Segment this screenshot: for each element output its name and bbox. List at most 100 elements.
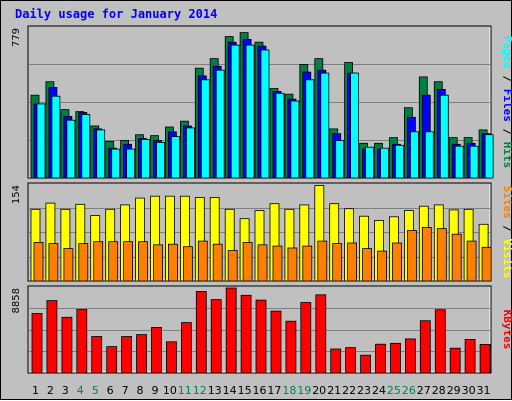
bar-kbytes-day-23 — [360, 354, 372, 374]
bar-sites-day-15 — [242, 241, 253, 282]
bar-sites-day-1 — [33, 241, 44, 282]
bar-pages-day-8 — [141, 139, 150, 179]
bar-pages-day-31 — [484, 134, 494, 179]
bar-kbytes-day-11 — [180, 322, 192, 374]
bar-pages-day-17 — [275, 92, 285, 179]
x-tick-label-day-21: 21 — [327, 384, 341, 397]
bar-sites-day-3 — [63, 248, 74, 282]
legend-entry: Visits — [501, 239, 512, 279]
bar-kbytes-day-17 — [270, 310, 282, 374]
bar-kbytes-day-31 — [479, 343, 491, 374]
bar-sites-day-29 — [451, 233, 462, 282]
bar-kbytes-day-5 — [91, 336, 103, 374]
x-tick-label-day-1: 1 — [32, 384, 39, 397]
bar-sites-day-31 — [481, 246, 492, 282]
bar-kbytes-day-6 — [106, 346, 118, 374]
bar-sites-day-2 — [48, 243, 59, 282]
bar-pages-day-27 — [424, 131, 434, 179]
bar-pages-day-26 — [409, 131, 419, 179]
legend-entry: KBytes — [501, 310, 512, 350]
bar-pages-day-7 — [126, 148, 135, 179]
bar-kbytes-day-15 — [240, 294, 252, 374]
legend-entry: Pages — [501, 36, 512, 69]
x-tick-label-day-22: 22 — [342, 384, 356, 397]
bar-kbytes-day-13 — [210, 299, 222, 374]
bar-kbytes-day-8 — [136, 334, 147, 374]
x-tick-label-day-23: 23 — [357, 384, 371, 397]
bar-pages-day-2 — [51, 95, 61, 179]
bar-sites-day-27 — [421, 226, 432, 282]
x-tick-label-day-28: 28 — [432, 384, 446, 397]
right-axis-label: KBytes — [501, 310, 512, 350]
x-tick-label-day-7: 7 — [122, 384, 129, 397]
bar-pages-day-9 — [156, 141, 165, 179]
bar-kbytes-day-28 — [434, 309, 446, 374]
bar-kbytes-day-1 — [31, 313, 43, 374]
bar-pages-day-29 — [454, 145, 464, 179]
bar-pages-day-11 — [185, 127, 195, 179]
bar-sites-day-13 — [212, 243, 223, 282]
bar-sites-day-20 — [317, 240, 328, 282]
bar-kbytes-day-27 — [419, 320, 431, 374]
bar-kbytes-day-26 — [404, 338, 416, 374]
bar-kbytes-day-7 — [121, 336, 132, 374]
bar-sites-day-14 — [227, 250, 238, 282]
x-tick-label-day-5: 5 — [92, 384, 99, 397]
bar-pages-day-18 — [290, 100, 300, 179]
bar-kbytes-day-12 — [195, 290, 207, 374]
x-tick-label-day-13: 13 — [208, 384, 222, 397]
bar-kbytes-day-20 — [315, 294, 327, 374]
y-max-label: 8858 — [11, 288, 22, 313]
bar-pages-day-21 — [335, 140, 345, 179]
bar-pages-day-12 — [200, 79, 210, 179]
x-tick-label-day-16: 16 — [253, 384, 267, 397]
bar-sites-day-7 — [123, 241, 133, 282]
x-tick-label-day-2: 2 — [47, 384, 54, 397]
bar-kbytes-day-30 — [464, 338, 476, 374]
bar-pages-day-6 — [111, 148, 121, 179]
bar-sites-day-5 — [93, 241, 104, 282]
x-tick-label-day-29: 29 — [447, 384, 461, 397]
x-tick-label-day-27: 27 — [417, 384, 431, 397]
bar-sites-day-17 — [272, 245, 283, 282]
bar-kbytes-day-19 — [300, 302, 312, 374]
bar-pages-day-25 — [395, 144, 404, 179]
chart-title: Daily usage for January 2014 — [15, 7, 217, 21]
bar-sites-day-19 — [302, 245, 313, 282]
bar-kbytes-day-10 — [165, 341, 177, 374]
bar-pages-day-23 — [365, 146, 375, 179]
bar-kbytes-day-22 — [345, 347, 357, 374]
bar-kbytes-day-29 — [449, 347, 461, 374]
x-tick-label-day-20: 20 — [312, 384, 326, 397]
bar-sites-day-4 — [78, 243, 89, 282]
x-tick-label-day-14: 14 — [223, 384, 237, 397]
x-tick-label-day-9: 9 — [152, 384, 159, 397]
bar-sites-day-12 — [197, 240, 208, 282]
legend-entry: / — [501, 122, 512, 142]
bar-pages-day-3 — [66, 119, 76, 179]
bar-kbytes-day-3 — [61, 316, 73, 374]
bar-pages-day-20 — [320, 72, 330, 179]
x-tick-label-day-15: 15 — [238, 384, 252, 397]
legend-entry: Hits — [501, 142, 512, 169]
bar-pages-day-13 — [215, 69, 225, 179]
legend-entry: / — [501, 219, 512, 239]
x-tick-label-day-4: 4 — [77, 384, 84, 397]
bar-pages-day-1 — [36, 103, 46, 179]
bar-sites-day-30 — [466, 240, 477, 282]
right-axis-label: Pages / Files / Hits — [501, 36, 512, 169]
legend-entry: Files — [501, 89, 512, 122]
bar-sites-day-24 — [377, 250, 387, 282]
bar-sites-day-23 — [362, 248, 373, 282]
x-tick-label-day-12: 12 — [193, 384, 207, 397]
bar-sites-day-21 — [332, 243, 343, 282]
x-tick-label-day-31: 31 — [477, 384, 491, 397]
bar-kbytes-day-24 — [375, 343, 386, 374]
y-max-label: 154 — [11, 185, 22, 204]
x-tick-label-day-10: 10 — [163, 384, 177, 397]
bar-kbytes-day-2 — [46, 300, 58, 374]
x-tick-label-day-30: 30 — [462, 384, 476, 397]
bar-sites-day-11 — [182, 246, 193, 282]
x-tick-label-day-24: 24 — [372, 384, 386, 397]
x-tick-label-day-8: 8 — [137, 384, 144, 397]
